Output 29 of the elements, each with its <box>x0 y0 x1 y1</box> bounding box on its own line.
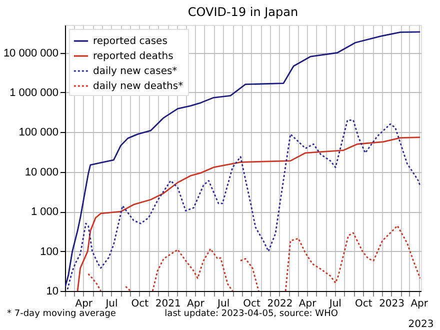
x-tick-label: Apr <box>298 298 318 310</box>
text: * 7-day moving average <box>7 309 116 319</box>
x-tick-label: Jul <box>328 298 342 310</box>
x-tick-label: 2023 <box>379 298 405 310</box>
y-tick-label: 100 000 <box>18 126 58 139</box>
y-tick-label: 10 <box>46 286 58 298</box>
x-tick-label: Jul <box>216 298 230 310</box>
line-series <box>65 31 421 288</box>
x-tick-label: Oct <box>354 298 372 310</box>
y-tick-label: 10 000 <box>24 166 58 178</box>
text: last update: 2023-04-05, source: WHO <box>164 309 338 319</box>
y-tick-label: 1 000 000 <box>10 86 58 99</box>
x-tick-label: Jul <box>104 298 118 310</box>
x-tick-label: Oct <box>243 298 260 310</box>
x-tick-label: 2021 <box>155 298 181 310</box>
legend-label: daily new deaths* <box>93 81 184 92</box>
legend-label: reported deaths <box>93 51 174 62</box>
x-tick-label: Apr <box>75 298 94 310</box>
x-tick-label: Apr <box>187 298 206 310</box>
x-tick-label: 2022 <box>267 298 293 310</box>
y-tick-label: 10 000 000 <box>3 47 58 60</box>
legend-label: daily new cases* <box>93 66 178 77</box>
y-tick-label: 100 <box>40 246 58 258</box>
chart-title: COVID-19 in Japan <box>188 5 298 19</box>
x-tick-label: Oct <box>131 298 149 310</box>
y-tick-label: 1 000 <box>30 206 58 218</box>
x-tick-label: Apr <box>410 298 429 310</box>
legend-label: reported cases <box>93 36 168 47</box>
text: 2023 <box>408 319 434 330</box>
